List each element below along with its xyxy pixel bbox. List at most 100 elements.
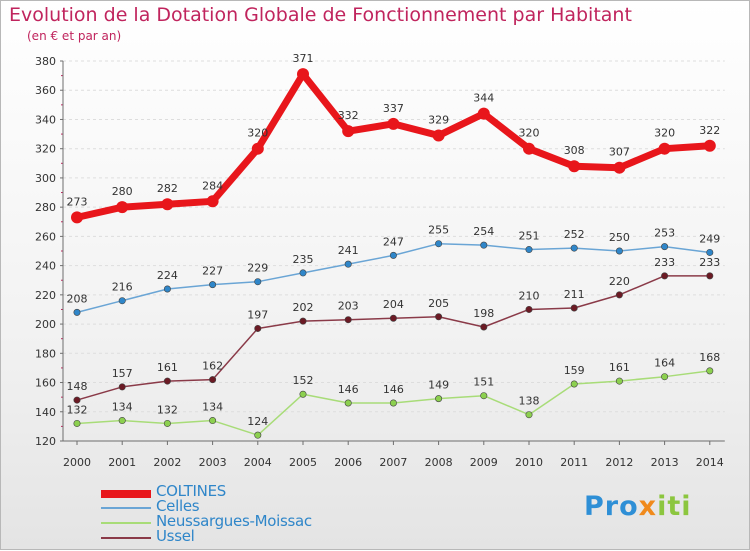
- data-label: 204: [383, 298, 404, 311]
- data-label: 148: [67, 380, 88, 393]
- legend-swatch: [101, 507, 151, 509]
- data-point: [71, 211, 83, 224]
- legend-swatch: [101, 522, 151, 524]
- data-point: [570, 244, 578, 252]
- data-point: [615, 291, 623, 299]
- data-point: [209, 376, 217, 384]
- legend-label: Neussargues-Moissac: [156, 512, 312, 530]
- x-tick-label: 2009: [470, 456, 498, 469]
- data-point: [161, 198, 174, 211]
- data-point: [73, 308, 81, 316]
- data-point: [568, 160, 581, 173]
- data-point: [254, 278, 262, 286]
- y-tick-label: 380: [35, 55, 56, 68]
- data-point: [299, 317, 307, 325]
- data-label: 320: [519, 127, 540, 140]
- data-label: 251: [519, 230, 540, 243]
- data-point: [703, 139, 716, 152]
- data-label: 149: [428, 379, 449, 392]
- data-label: 344: [473, 92, 494, 105]
- data-label: 280: [112, 185, 133, 198]
- data-label: 134: [202, 401, 223, 414]
- data-label: 159: [564, 364, 585, 377]
- data-label: 132: [157, 403, 178, 416]
- data-label: 227: [202, 265, 223, 278]
- data-label: 161: [609, 361, 630, 374]
- data-point: [344, 316, 352, 324]
- data-label: 124: [247, 415, 268, 428]
- data-label: 134: [112, 401, 133, 414]
- x-tick-label: 2014: [696, 456, 724, 469]
- data-label: 220: [609, 275, 630, 288]
- data-label: 273: [67, 195, 88, 208]
- data-label: 198: [473, 307, 494, 320]
- data-point: [658, 142, 671, 155]
- data-point: [525, 246, 533, 254]
- data-label: 168: [699, 351, 720, 364]
- data-label: 371: [293, 52, 314, 65]
- data-point: [118, 383, 126, 391]
- data-label: 152: [293, 374, 314, 387]
- data-point: [661, 243, 669, 251]
- y-tick-label: 160: [35, 377, 56, 390]
- data-point: [477, 107, 490, 120]
- data-label: 250: [609, 231, 630, 244]
- y-tick-label: 260: [35, 230, 56, 243]
- x-tick-label: 2000: [63, 456, 91, 469]
- data-point: [389, 399, 397, 407]
- y-tick-label: 240: [35, 260, 56, 273]
- data-point: [661, 272, 669, 280]
- data-label: 216: [112, 281, 133, 294]
- data-label: 247: [383, 235, 404, 248]
- x-tick-label: 2010: [515, 456, 543, 469]
- y-tick-label: 300: [35, 172, 56, 185]
- data-label: 162: [202, 360, 223, 373]
- x-tick-label: 2012: [605, 456, 633, 469]
- data-point: [299, 269, 307, 277]
- data-label: 164: [654, 357, 675, 370]
- data-point: [480, 323, 488, 331]
- data-point: [344, 399, 352, 407]
- data-point: [432, 129, 445, 142]
- data-point: [523, 142, 535, 155]
- data-label: 255: [428, 224, 449, 237]
- data-label: 284: [202, 179, 223, 192]
- x-tick-label: 2002: [153, 456, 181, 469]
- data-label: 329: [428, 114, 449, 127]
- data-point: [435, 240, 443, 248]
- data-label: 229: [247, 262, 268, 275]
- data-point: [661, 373, 669, 381]
- data-label: 203: [338, 300, 359, 313]
- data-point: [73, 419, 81, 427]
- data-label: 252: [564, 228, 585, 241]
- data-point: [163, 285, 171, 293]
- data-point: [209, 417, 217, 425]
- data-point: [525, 305, 533, 313]
- data-point: [570, 380, 578, 388]
- data-label: 202: [293, 301, 314, 314]
- proxiti-logo: Proxiti: [584, 491, 692, 522]
- data-label: 132: [67, 403, 88, 416]
- data-point: [389, 251, 397, 259]
- data-point: [206, 195, 219, 208]
- data-label: 157: [112, 367, 133, 380]
- data-label: 332: [338, 109, 359, 122]
- legend-swatch: [101, 490, 151, 498]
- data-label: 322: [699, 124, 720, 137]
- data-point: [706, 248, 714, 256]
- data-point: [342, 125, 355, 138]
- data-label: 254: [473, 225, 494, 238]
- y-tick-label: 200: [35, 318, 56, 331]
- legend-label: COLTINES: [156, 482, 226, 500]
- x-tick-label: 2004: [244, 456, 272, 469]
- x-tick-label: 2006: [334, 456, 362, 469]
- data-label: 138: [519, 395, 540, 408]
- data-point: [118, 417, 126, 425]
- data-point: [344, 260, 352, 268]
- data-label: 320: [654, 127, 675, 140]
- data-label: 151: [473, 376, 494, 389]
- data-point: [706, 367, 714, 375]
- data-point: [163, 377, 171, 385]
